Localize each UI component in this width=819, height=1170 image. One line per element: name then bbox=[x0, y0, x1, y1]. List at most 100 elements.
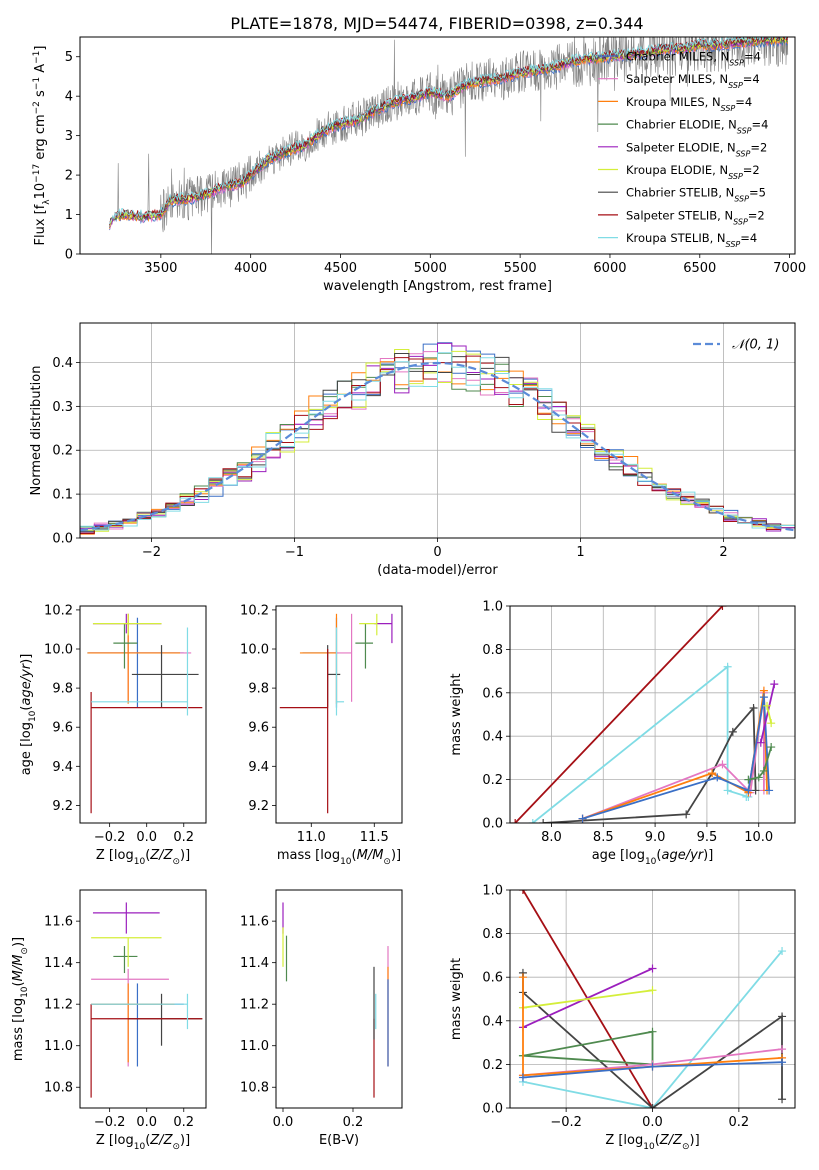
x-tick-label: 0.2 bbox=[729, 1115, 750, 1130]
x-tick-label: 4000 bbox=[234, 261, 267, 276]
plot-area-mass_vs_Z bbox=[90, 902, 203, 1098]
y-tick-label: 1 bbox=[65, 208, 73, 223]
data-point-marker bbox=[754, 773, 763, 782]
data-point-marker bbox=[718, 606, 727, 610]
y-tick-label: 4 bbox=[65, 90, 73, 105]
y-axis-label: mass weight bbox=[449, 673, 464, 755]
y-tick-label: 11.6 bbox=[240, 915, 269, 930]
y-tick-label: 10.2 bbox=[240, 603, 269, 618]
x-tick-label: 0.0 bbox=[273, 1115, 294, 1130]
data-point-marker bbox=[778, 1058, 787, 1067]
axes-frame bbox=[79, 605, 207, 824]
x-tick-label: 10.0 bbox=[744, 830, 773, 845]
y-tick-label: 0.8 bbox=[482, 927, 503, 942]
data-point-marker bbox=[578, 814, 587, 823]
x-axis-label: E(B-V) bbox=[319, 1133, 359, 1148]
panel-age_vs_Z: −0.2 0.0 0.2 9.2 9.4 9.6 9.8 10.0 10.2 Z [log10(Z… bbox=[19, 603, 207, 867]
x-tick-label: −2 bbox=[142, 545, 161, 560]
data-point-marker bbox=[518, 1073, 527, 1082]
legend-label: Chabrier ELODIE, NSSP=4 bbox=[626, 118, 768, 136]
y-tick-label: 0.2 bbox=[482, 773, 503, 788]
plot-area-spectrum bbox=[109, 37, 789, 254]
y-tick-label: 11.0 bbox=[44, 1039, 73, 1054]
mass-weight-line bbox=[582, 692, 765, 820]
data-point-marker bbox=[723, 662, 732, 671]
y-tick-label: 2 bbox=[65, 169, 73, 184]
data-point-marker bbox=[767, 743, 776, 752]
mass-weight-line bbox=[766, 705, 773, 724]
data-point-marker bbox=[728, 727, 737, 736]
mass-weight-line bbox=[759, 683, 776, 743]
panel-mass_weight_vs_age: 8.0 8.5 9.0 9.5 10.0 0.0 0.2 0.4 0.6 0.8 1.0 age [l… bbox=[449, 600, 796, 867]
data-point-marker bbox=[767, 719, 776, 728]
legend-label: Salpeter ELODIE, NSSP=2 bbox=[626, 140, 767, 158]
data-point-marker bbox=[713, 773, 722, 782]
y-tick-label: 9.6 bbox=[52, 721, 73, 736]
y-tick-label: 10.2 bbox=[44, 603, 73, 618]
plot-area-mass_weight_vs_age bbox=[511, 606, 779, 823]
y-tick-label: 0.4 bbox=[52, 356, 73, 371]
legend-label: Chabrier STELIB, NSSP=5 bbox=[626, 186, 766, 204]
y-tick-label: 0.2 bbox=[482, 1058, 503, 1073]
axes-frame bbox=[275, 889, 403, 1109]
y-tick-label: 0.8 bbox=[482, 643, 503, 658]
x-tick-label: 0.0 bbox=[136, 1115, 157, 1130]
mass-weight-line bbox=[748, 746, 773, 781]
y-tick-label: 9.8 bbox=[52, 682, 73, 697]
spectrum-data-line bbox=[109, 37, 789, 254]
panel-spectrum: 3500 4000 4500 5000 5500 6000 6500 7000 0 1 2 3 4 5 Ch… bbox=[32, 36, 806, 294]
y-tick-label: 1.0 bbox=[482, 600, 503, 615]
axes-frame bbox=[79, 36, 796, 255]
x-tick-label: −0.2 bbox=[550, 1115, 582, 1130]
mass-weight-line bbox=[532, 664, 749, 823]
x-tick-label: 0.2 bbox=[173, 830, 194, 845]
axes-frame bbox=[509, 605, 796, 824]
data-point-marker bbox=[770, 680, 779, 689]
y-axis-label: mass [log10(M/M⊙)] bbox=[11, 937, 30, 1061]
x-tick-label: 5500 bbox=[504, 261, 537, 276]
y-axis-label: Normed distribution bbox=[29, 366, 44, 496]
y-tick-label: 11.4 bbox=[240, 956, 269, 971]
data-point-marker bbox=[648, 964, 657, 973]
legend-label: Salpeter STELIB, NSSP=2 bbox=[626, 208, 765, 226]
figure-title: PLATE=1878, MJD=54474, FIBERID=0398, z=0… bbox=[230, 14, 643, 33]
x-tick-label: 11.0 bbox=[297, 830, 326, 845]
model-line bbox=[109, 37, 788, 225]
data-point-marker bbox=[778, 1045, 787, 1054]
data-point-marker bbox=[648, 986, 657, 995]
plot-area-mass_weight_vs_Z bbox=[518, 890, 787, 1108]
histogram-step bbox=[80, 352, 795, 531]
data-point-marker bbox=[528, 819, 537, 823]
plot-area-age_vs_mass bbox=[279, 613, 393, 814]
y-tick-label: 0.0 bbox=[52, 532, 73, 547]
x-tick-label: 0.2 bbox=[343, 1115, 364, 1130]
x-tick-label: 0.2 bbox=[173, 1115, 194, 1130]
normal-curve bbox=[80, 361, 795, 532]
y-tick-label: 11.0 bbox=[240, 1039, 269, 1054]
y-axis-label: mass weight bbox=[449, 958, 464, 1040]
x-tick-label: 5000 bbox=[414, 261, 447, 276]
x-tick-label: 3500 bbox=[144, 261, 177, 276]
mass-weight-line bbox=[514, 606, 724, 823]
data-point-marker bbox=[778, 1012, 787, 1021]
data-point-marker bbox=[648, 1027, 657, 1036]
data-point-marker bbox=[539, 819, 548, 823]
x-tick-label: 9.0 bbox=[645, 830, 666, 845]
y-tick-label: 10.8 bbox=[240, 1081, 269, 1096]
y-axis-label: Flux [fλ10−17 erg cm−2 s−1 A−1] bbox=[32, 46, 52, 246]
data-point-marker bbox=[765, 786, 774, 795]
y-tick-label: 0.2 bbox=[52, 444, 73, 459]
y-tick-label: 0.3 bbox=[52, 400, 73, 415]
axes-frame bbox=[79, 889, 207, 1109]
plot-area-age_vs_Z bbox=[87, 613, 203, 814]
axes-frame bbox=[275, 605, 403, 824]
mass-weight-line bbox=[582, 696, 770, 820]
x-tick-label: 4500 bbox=[324, 261, 357, 276]
legend-label: Chabrier MILES, NSSP=4 bbox=[626, 50, 761, 68]
y-tick-label: 11.6 bbox=[44, 915, 73, 930]
data-point-marker bbox=[744, 786, 753, 795]
plot-area-residuals bbox=[80, 342, 795, 535]
plot-area-mass_vs_EBV bbox=[282, 902, 389, 1098]
data-point-marker bbox=[648, 1062, 657, 1071]
y-tick-label: 0.4 bbox=[482, 1014, 503, 1029]
